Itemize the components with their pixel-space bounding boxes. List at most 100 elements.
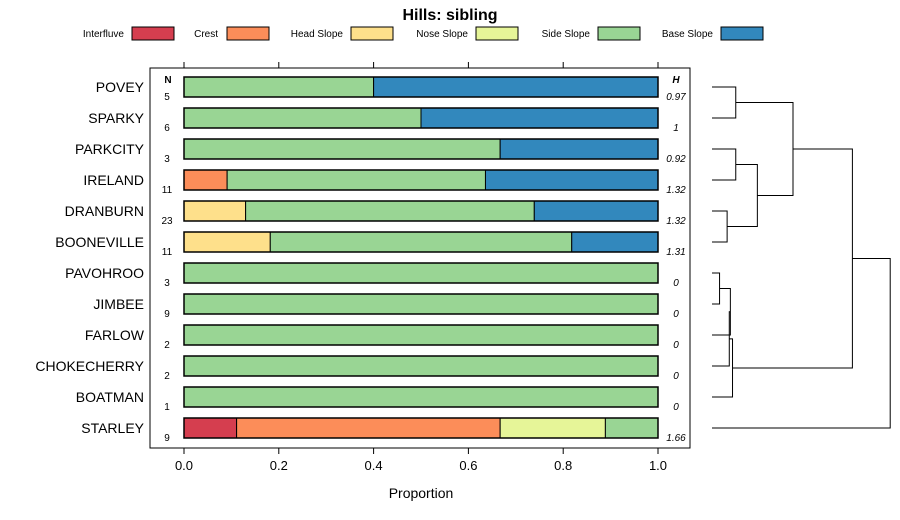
bar-outline-booneville [183, 231, 659, 253]
n-value-booneville: 11 [162, 247, 173, 258]
dendrogram-branch-2 [712, 210, 728, 243]
h-value-dranburn: 1.32 [666, 216, 686, 227]
bar-outline-pavohroo [183, 262, 659, 284]
h-value-parkcity: 0.92 [666, 154, 686, 165]
x-tick-label-5: 1.0 [649, 458, 667, 473]
h-value-booneville: 1.31 [666, 247, 685, 258]
row-label-chokecherry: CHOKECHERRY [35, 358, 144, 374]
bar-segment-starley-interfluve [183, 417, 238, 439]
bar-segment-starley-crest [236, 417, 501, 439]
legend-swatch-nose-slope [475, 26, 519, 41]
row-label-boatman: BOATMAN [76, 389, 144, 405]
bar-segment-chokecherry-side-slope [183, 355, 659, 377]
row-label-povey: POVEY [96, 79, 145, 95]
legend-swatch-crest [226, 26, 270, 41]
legend-label-nose-slope: Nose Slope [416, 29, 468, 40]
row-label-pavohroo: PAVOHROO [65, 265, 144, 281]
bar-segment-booneville-base-slope [571, 231, 659, 253]
legend-label-interfluve: Interfluve [83, 29, 125, 40]
dendrogram-branch-9 [732, 148, 853, 369]
bar-segment-sparky-side-slope [183, 107, 422, 129]
legend-swatch-head-slope [350, 26, 394, 41]
bar-segment-ireland-base-slope [484, 169, 659, 191]
x-axis: 0.0 0.2 0.4 0.6 0.8 1.0 [175, 62, 667, 473]
row-label-ireland: IRELAND [83, 172, 144, 188]
n-column-header: N [164, 75, 171, 86]
legend-label-base-slope: Base Slope [662, 29, 714, 40]
bar-outline-dranburn [183, 200, 659, 222]
bar-segment-booneville-head-slope [183, 231, 271, 253]
h-value-chokecherry: 0 [673, 371, 679, 382]
h-value-farlow: 0 [673, 340, 679, 351]
bar-segment-boatman-side-slope [183, 386, 659, 408]
x-tick-label-3: 0.6 [459, 458, 477, 473]
row-label-dranburn: DRANBURN [65, 203, 144, 219]
bar-segment-dranburn-side-slope [245, 200, 535, 222]
x-tick-label-0: 0.0 [175, 458, 193, 473]
bar-outline-jimbee [183, 293, 659, 315]
row-label-booneville: BOONEVILLE [55, 234, 144, 250]
row-label-farlow: FARLOW [85, 327, 145, 343]
bar-segment-parkcity-base-slope [499, 138, 659, 160]
legend-swatch-interfluve [131, 26, 175, 41]
dendrogram-branch-5 [712, 272, 721, 305]
dendrogram-branch-10 [712, 257, 891, 429]
bar-segment-sparky-base-slope [420, 107, 659, 129]
dendrogram [712, 86, 891, 429]
h-value-boatman: 0 [673, 402, 679, 413]
dendrogram-branch-4 [735, 102, 794, 196]
dendrogram-branch-1 [712, 148, 737, 181]
bar-outline-ireland [183, 169, 659, 191]
legend-swatch-side-slope [597, 26, 641, 41]
dendrogram-branch-7 [712, 311, 731, 367]
bar-outline-parkcity [183, 138, 659, 160]
bar-segment-jimbee-side-slope [183, 293, 659, 315]
bar-segment-povey-base-slope [373, 76, 659, 98]
x-tick-label-1: 0.2 [270, 458, 288, 473]
bar-outline-sparky [183, 107, 659, 129]
n-value-parkcity: 3 [164, 154, 170, 165]
bar-segment-starley-side-slope [604, 417, 659, 439]
bar-outline-farlow [183, 324, 659, 346]
n-value-starley: 9 [164, 433, 170, 444]
x-axis-title: Proportion [389, 485, 454, 501]
bar-segment-booneville-side-slope [269, 231, 573, 253]
n-value-boatman: 1 [164, 402, 170, 413]
dendrogram-branch-0 [712, 86, 737, 119]
legend-swatch-base-slope [720, 26, 764, 41]
bar-outline-starley [183, 417, 659, 439]
bar-segment-starley-nose-slope [499, 417, 606, 439]
bar-outline-boatman [183, 386, 659, 408]
n-value-dranburn: 23 [161, 216, 173, 227]
bar-segment-pavohroo-side-slope [183, 262, 659, 284]
h-value-starley: 1.66 [666, 433, 686, 444]
h-value-povey: 0.97 [666, 92, 686, 103]
h-value-ireland: 1.32 [666, 185, 686, 196]
row-label-jimbee: JIMBEE [93, 296, 144, 312]
h-column-header: H [672, 75, 680, 86]
h-value-jimbee: 0 [673, 309, 679, 320]
row-label-parkcity: PARKCITY [75, 141, 145, 157]
h-value-sparky: 1 [673, 123, 679, 134]
bar-segment-parkcity-side-slope [183, 138, 501, 160]
x-tick-label-2: 0.4 [365, 458, 383, 473]
legend: Interfluve Crest Head Slope Nose Slope Side … [83, 26, 764, 41]
n-value-jimbee: 9 [164, 309, 170, 320]
n-value-pavohroo: 3 [164, 278, 170, 289]
legend-label-head-slope: Head Slope [291, 29, 344, 40]
bar-segment-farlow-side-slope [183, 324, 659, 346]
chart-title: Hills: sibling [402, 7, 497, 24]
bar-segment-dranburn-base-slope [533, 200, 659, 222]
bar-segment-ireland-crest [183, 169, 228, 191]
dendrogram-branch-6 [712, 288, 731, 336]
legend-label-crest: Crest [194, 29, 218, 40]
n-value-sparky: 6 [164, 123, 170, 134]
legend-label-side-slope: Side Slope [542, 29, 591, 40]
n-value-chokecherry: 2 [164, 371, 170, 382]
x-tick-label-4: 0.8 [554, 458, 572, 473]
bar-outline-chokecherry [183, 355, 659, 377]
bar-segment-povey-side-slope [183, 76, 375, 98]
n-value-povey: 5 [164, 92, 170, 103]
